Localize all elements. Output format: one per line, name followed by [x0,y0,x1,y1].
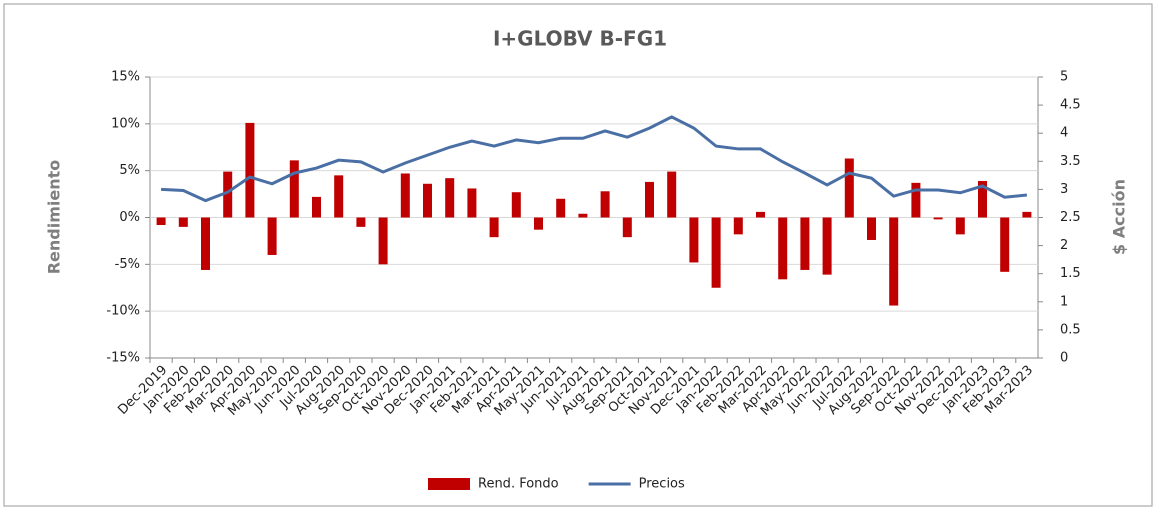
bar [201,217,210,270]
y2-tick-label: 1.5 [1060,266,1081,281]
bar [356,217,366,227]
bar [822,217,832,275]
y2-tick-label: 1 [1060,294,1068,309]
y-axis-label: Rendimiento [45,160,64,275]
bar [622,217,632,238]
bar [489,217,499,238]
bar [178,217,188,227]
bar [223,171,233,218]
bar [800,217,810,270]
bar [844,158,854,218]
y2-tick-label: 3 [1060,182,1068,197]
chart-border [3,3,1153,507]
bar [889,217,899,306]
bar [711,217,721,288]
y-tick-label: 0% [119,210,140,225]
bar [467,188,477,218]
legend-swatch [428,478,470,490]
y-tick-label: 5% [119,163,140,178]
bar [867,217,876,240]
chart-title: I+GLOBV B-FG1 [493,27,667,51]
bar [778,217,788,280]
y2-tick-label: 5 [1060,70,1068,85]
bar [667,171,677,218]
bar [645,181,654,218]
bar [733,217,743,235]
bar [955,217,965,235]
legend-label: Rend. Fondo [478,477,559,492]
bar [312,196,321,218]
y-tick-label: -10% [106,304,140,319]
bar [578,213,588,218]
y2-axis-label: $ Acción [1110,179,1129,255]
legend-label: Precios [639,477,685,492]
y2-tick-label: 2 [1060,238,1068,253]
bar [423,183,432,218]
bar [756,211,765,218]
y-tick-label: -5% [115,257,140,272]
y-tick-label: -15% [106,351,140,366]
bar [534,217,543,230]
y2-tick-label: 0.5 [1060,322,1081,337]
bar [689,217,699,263]
bar [556,198,566,218]
y2-tick-label: 2.5 [1060,210,1081,225]
bar [600,191,610,218]
y-tick-label: 10% [111,116,140,131]
y2-tick-label: 0 [1060,351,1068,366]
bar [378,217,388,265]
y2-tick-label: 4 [1060,126,1068,141]
bar [1022,211,1032,218]
line [161,115,1028,203]
bar [933,217,943,220]
bar [978,180,987,218]
bar [911,182,921,218]
bar [156,217,166,225]
bar [1000,217,1010,272]
y2-tick-label: 4.5 [1060,98,1081,113]
y2-tick-label: 3.5 [1060,154,1081,169]
bar [400,173,410,218]
y-tick-label: 15% [111,70,140,85]
bar [334,175,344,218]
bar [267,217,277,255]
bar [511,192,521,218]
bar [445,178,455,218]
bar [245,122,255,218]
bar [289,160,299,218]
